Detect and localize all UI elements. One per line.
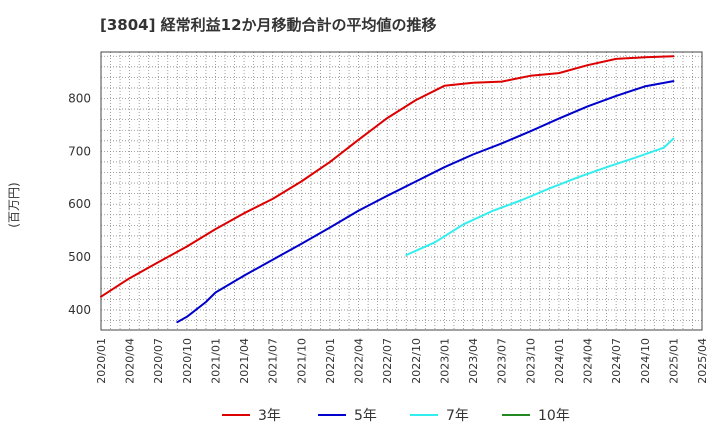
x-tick-label: 2022/07 [381, 338, 394, 384]
x-axis: 2020/01 2020/04 2020/07 2020/10 2021/01 2021/… [95, 338, 709, 384]
x-tick-label: 2021/04 [238, 338, 251, 384]
x-tick-label: 2025/04 [696, 338, 709, 384]
x-tick-label: 2024/01 [553, 338, 566, 384]
x-tick-label: 2023/10 [524, 338, 537, 384]
series-layer [100, 55, 675, 324]
legend-label-1: 3年 [258, 408, 281, 424]
x-tick-label: 2024/04 [582, 338, 595, 384]
series-line-2 [176, 80, 675, 324]
y-axis: 400 500 600 700 800 [68, 92, 91, 317]
x-tick-label: 2020/07 [152, 338, 165, 384]
x-tick-label: 2021/07 [267, 338, 280, 384]
x-tick-label: 2022/04 [353, 338, 366, 384]
x-tick-label: 2025/01 [667, 338, 680, 384]
legend-label-2: 5年 [354, 408, 377, 424]
x-tick-label: 2023/01 [438, 338, 451, 384]
x-tick-label: 2023/04 [467, 338, 480, 384]
x-tick-label: 2022/01 [324, 338, 337, 384]
x-tick-label: 2022/10 [410, 338, 423, 384]
y-tick-label: 500 [68, 250, 91, 264]
chart-title: [3804] 経常利益12か月移動合計の平均値の推移 [100, 16, 437, 34]
x-tick-label: 2020/01 [95, 338, 108, 384]
x-tick-label: 2021/10 [295, 338, 308, 384]
legend: 3年 5年 7年 10年 [222, 408, 570, 424]
x-tick-label: 2024/07 [610, 338, 623, 384]
x-tick-label: 2020/10 [181, 338, 194, 384]
y-axis-label: (百万円) [7, 182, 21, 227]
legend-label-4: 10年 [538, 408, 570, 424]
x-tick-label: 2023/07 [496, 338, 509, 384]
series-line-1 [100, 55, 675, 298]
series-line-3 [405, 137, 675, 256]
legend-label-3: 7年 [446, 408, 469, 424]
plot-border [100, 51, 703, 331]
grid [101, 52, 702, 330]
y-tick-label: 800 [68, 92, 91, 106]
x-tick-label: 2021/01 [209, 338, 222, 384]
y-tick-label: 400 [68, 303, 91, 317]
y-tick-label: 700 [68, 144, 91, 158]
x-tick-label: 2020/04 [124, 338, 137, 384]
x-tick-label: 2024/10 [639, 338, 652, 384]
y-tick-label: 600 [68, 197, 91, 211]
